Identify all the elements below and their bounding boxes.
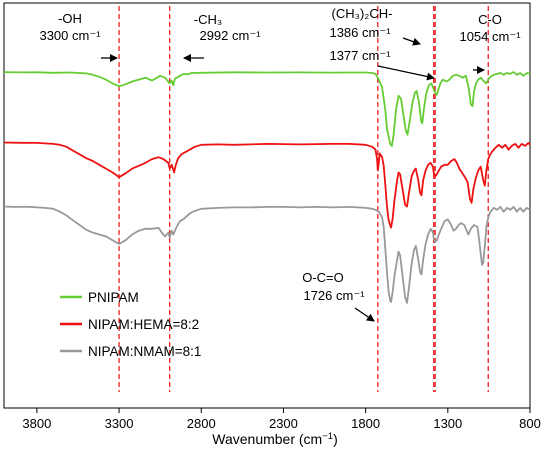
reference-lines xyxy=(118,6,489,392)
annotation-oh-group: -OH xyxy=(58,11,82,26)
annotation-1386-arrow xyxy=(402,37,421,46)
annotation-ch3-group: -CH₃ xyxy=(194,12,222,27)
series-line-1 xyxy=(3,141,531,229)
x-tick-label-1800: 1800 xyxy=(351,416,380,431)
x-axis: 3800 3300 2800 2300 1800 1300 800 xyxy=(22,408,541,431)
annotation-ester-arrow xyxy=(354,307,375,322)
x-tick-label-2800: 2800 xyxy=(187,416,216,431)
annotation-oh-wavenumber: 3300 cm⁻¹ xyxy=(39,28,101,43)
series-line-0 xyxy=(3,71,531,147)
annotation-isopropyl-wavenumber-1377: 1377 cm⁻¹ xyxy=(329,48,391,63)
x-tick-label-800: 800 xyxy=(519,416,541,431)
annotation-isopropyl-group: (CH₃)₂CH- xyxy=(332,6,393,21)
plot-frame xyxy=(3,2,531,409)
annotation-ester-group: O-C=O xyxy=(302,270,344,285)
annotation-isopropyl: (CH₃)₂CH- 1386 cm⁻¹ 1377 cm⁻¹ xyxy=(329,6,435,81)
series-group xyxy=(3,71,531,304)
annotation-ester: O-C=O 1726 cm⁻¹ xyxy=(302,270,375,322)
legend-label-hema: NIPAM:HEMA=8:2 xyxy=(88,317,199,332)
x-tick-label-2300: 2300 xyxy=(269,416,298,431)
annotation-co-wavenumber: 1054 cm⁻¹ xyxy=(459,29,521,44)
x-tick-label-3800: 3800 xyxy=(22,416,51,431)
annotation-co-group: C-O xyxy=(478,12,502,27)
annotation-ch3-wavenumber: 2992 cm⁻¹ xyxy=(199,28,261,43)
x-tick-label-1300: 1300 xyxy=(433,416,462,431)
annotation-isopropyl-wavenumber-1386: 1386 cm⁻¹ xyxy=(329,25,391,40)
legend: PNIPAM NIPAM:HEMA=8:2 NIPAM:NMAM=8:1 xyxy=(60,290,201,359)
annotation-co: C-O 1054 cm⁻¹ xyxy=(459,12,521,74)
annotation-ester-wavenumber: 1726 cm⁻¹ xyxy=(303,288,365,303)
plot-area xyxy=(3,2,531,409)
x-axis-title: Wavenumber (cm−1) xyxy=(212,431,337,447)
annotation-oh: -OH 3300 cm⁻¹ xyxy=(39,11,118,62)
x-tick-label-3300: 3300 xyxy=(105,416,134,431)
legend-label-pnipam: PNIPAM xyxy=(88,290,139,305)
series-line-2 xyxy=(3,205,531,304)
annotation-1377-arrow xyxy=(377,65,435,81)
annotation-ch3: -CH₃ 2992 cm⁻¹ xyxy=(183,12,261,62)
legend-label-nmam: NIPAM:NMAM=8:1 xyxy=(88,344,201,359)
